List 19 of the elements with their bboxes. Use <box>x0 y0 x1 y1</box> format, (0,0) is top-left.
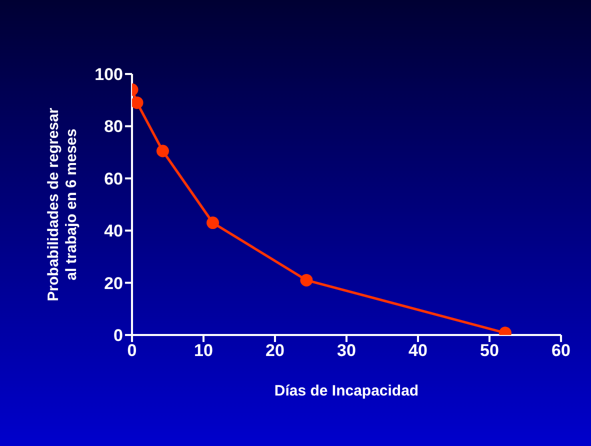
y-axis-title: Probabilidades de regresar al trabajo en 6 meses <box>45 108 80 302</box>
x-tick-label: 10 <box>194 341 213 360</box>
y-tick-label: 80 <box>104 117 123 136</box>
y-tick-label: 40 <box>104 222 123 241</box>
y-tick-label: 20 <box>104 274 123 293</box>
x-tick-label: 20 <box>266 341 284 360</box>
point <box>132 96 144 109</box>
x-tick-label: 50 <box>480 341 499 360</box>
point <box>156 144 169 158</box>
y-tick-label: 60 <box>104 169 123 188</box>
x-tick-label: 0 <box>127 341 137 360</box>
x-axis-title: Días de Incapacidad <box>274 382 419 400</box>
x-tick-label: 30 <box>337 341 356 360</box>
x-tick-label: 60 <box>552 341 570 360</box>
y-tick-label: 0 <box>114 326 123 346</box>
x-tick-label: 40 <box>408 341 428 360</box>
point <box>300 274 313 286</box>
y-tick-label: 100 <box>94 65 123 84</box>
point <box>206 216 220 230</box>
